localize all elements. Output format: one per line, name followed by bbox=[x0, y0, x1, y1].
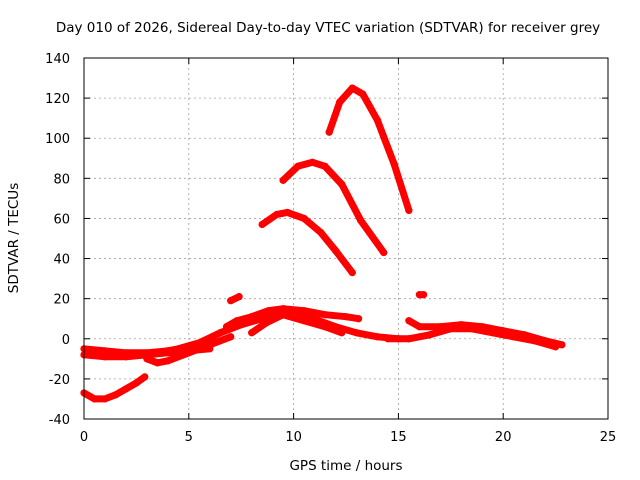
data-series-arc-8 bbox=[279, 311, 346, 337]
chart-title: Day 010 of 2026, Sidereal Day-to-day VTE… bbox=[56, 20, 600, 36]
data-point bbox=[258, 220, 266, 229]
data-point bbox=[348, 268, 356, 277]
data-point bbox=[122, 385, 130, 393]
series-layer bbox=[80, 84, 566, 403]
data-point bbox=[357, 216, 365, 225]
data-point bbox=[227, 333, 235, 341]
y-tick-label: 100 bbox=[45, 132, 70, 147]
data-point bbox=[352, 329, 361, 337]
data-point bbox=[294, 162, 302, 170]
y-tick-label: 140 bbox=[45, 52, 70, 67]
data-point bbox=[279, 176, 287, 184]
data-point bbox=[101, 347, 109, 355]
data-point bbox=[405, 317, 413, 325]
data-point bbox=[354, 315, 363, 323]
data-point bbox=[235, 293, 243, 301]
y-tick-label: 120 bbox=[45, 92, 70, 107]
data-point bbox=[321, 323, 329, 331]
data-point bbox=[273, 210, 281, 219]
data-point bbox=[90, 395, 99, 403]
data-point bbox=[552, 343, 560, 351]
data-point bbox=[415, 323, 423, 331]
data-point bbox=[338, 329, 346, 337]
data-point bbox=[308, 158, 317, 166]
data-point bbox=[325, 128, 333, 136]
data-point bbox=[321, 311, 329, 319]
data-point bbox=[405, 335, 413, 343]
data-point bbox=[185, 349, 193, 357]
data-point bbox=[164, 357, 172, 365]
x-tick-label: 20 bbox=[495, 430, 512, 445]
data-point bbox=[111, 391, 120, 399]
x-tick-label: 0 bbox=[80, 430, 88, 445]
y-tick-label: 40 bbox=[53, 253, 70, 268]
data-point bbox=[101, 353, 109, 361]
y-tick-label: -20 bbox=[49, 373, 70, 388]
data-point bbox=[143, 355, 151, 363]
data-point bbox=[489, 329, 497, 337]
data-point bbox=[373, 333, 382, 341]
data-point bbox=[283, 208, 291, 217]
data-point bbox=[321, 162, 329, 170]
x-tick-label: 10 bbox=[285, 430, 302, 445]
data-point bbox=[153, 349, 161, 357]
data-point bbox=[216, 329, 224, 337]
y-tick-label: 0 bbox=[62, 333, 70, 348]
data-point bbox=[279, 305, 287, 313]
data-point bbox=[101, 395, 109, 403]
data-point bbox=[419, 291, 428, 299]
data-point bbox=[359, 90, 367, 98]
plot-frame bbox=[83, 57, 609, 420]
data-point bbox=[300, 317, 308, 325]
x-tick-label: 15 bbox=[390, 430, 407, 445]
data-point bbox=[558, 341, 566, 349]
data-point bbox=[233, 317, 241, 325]
data-point bbox=[468, 325, 476, 333]
data-point bbox=[380, 248, 388, 257]
data-point bbox=[248, 313, 256, 321]
data-point bbox=[336, 98, 344, 106]
y-tick-label: -40 bbox=[49, 413, 70, 428]
data-point bbox=[390, 160, 398, 168]
data-series-arc-13 bbox=[258, 208, 356, 277]
data-point bbox=[338, 180, 346, 188]
data-point bbox=[426, 331, 434, 339]
y-tick-label: 20 bbox=[53, 293, 70, 308]
data-point bbox=[264, 307, 273, 315]
x-tick-label: 25 bbox=[600, 430, 617, 445]
y-tick-label: 60 bbox=[53, 212, 70, 227]
data-point bbox=[248, 329, 256, 337]
data-point bbox=[227, 297, 235, 305]
data-point bbox=[510, 333, 518, 341]
data-point bbox=[153, 359, 161, 367]
data-point bbox=[195, 339, 203, 347]
data-point bbox=[384, 335, 392, 343]
data-point bbox=[317, 228, 325, 237]
data-series-arc-15 bbox=[325, 84, 413, 214]
tick-layer: 0 5 10 15 20 25 -40 -20 0 20 40 60 80 100 120 140 bbox=[45, 52, 616, 445]
data-point bbox=[262, 319, 270, 327]
data-point bbox=[447, 325, 455, 333]
y-axis-label: SDTVAR / TECUs bbox=[6, 183, 22, 293]
data-point bbox=[373, 116, 382, 124]
data-point bbox=[141, 373, 149, 381]
data-series-arc-14 bbox=[279, 158, 388, 256]
data-point bbox=[531, 337, 539, 345]
x-axis-label: GPS time / hours bbox=[289, 458, 402, 474]
data-point bbox=[222, 323, 231, 331]
data-point bbox=[348, 84, 356, 92]
data-point bbox=[331, 246, 340, 255]
data-point bbox=[206, 341, 214, 349]
data-point bbox=[279, 311, 287, 319]
y-tick-label: 80 bbox=[53, 172, 70, 187]
data-point bbox=[405, 206, 413, 215]
data-point bbox=[122, 353, 130, 361]
data-point bbox=[174, 345, 182, 353]
data-point bbox=[300, 214, 308, 223]
data-point bbox=[132, 379, 140, 387]
x-tick-label: 5 bbox=[185, 430, 193, 445]
data-point bbox=[342, 313, 350, 321]
